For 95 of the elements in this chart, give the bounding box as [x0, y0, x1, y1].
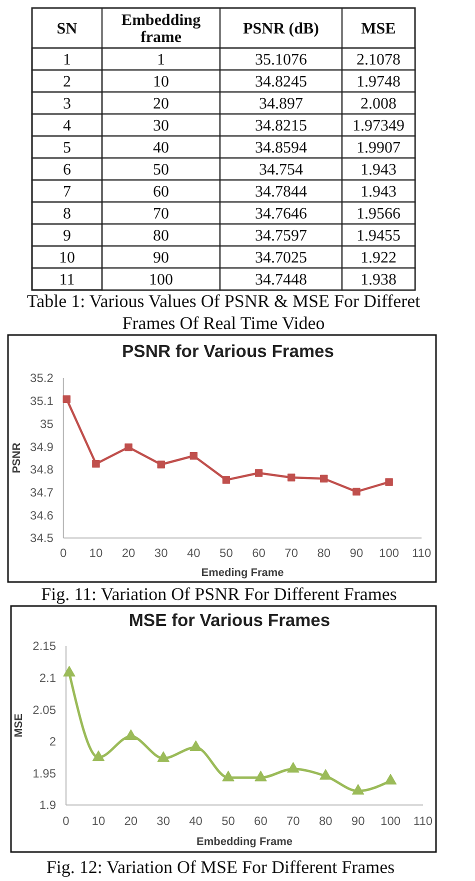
y-axis-title: SN	[56, 20, 78, 38]
x-tick-label: 80	[317, 546, 331, 560]
y-tick-label: 35.1	[30, 394, 54, 408]
x-tick-label: 110	[413, 814, 433, 828]
x-tick-label: 60	[252, 546, 266, 560]
x-tick-label: 70	[284, 546, 298, 560]
caption: Fig. 11: Variation Of PSNR For Different Frames	[41, 584, 397, 604]
y-axis-title: PSNR	[11, 442, 23, 474]
data-label: 1.938	[360, 272, 396, 288]
x-tick-label: 90	[351, 814, 366, 828]
x-axis-title: Embedding Frame	[196, 836, 292, 848]
data-label: 1.922	[360, 250, 396, 266]
y-tick-label: 35	[40, 416, 54, 431]
caption: Fig. 12: Variation Of MSE For Different Frames	[46, 857, 395, 877]
data-label: 2.008	[360, 96, 396, 112]
y-tick-label: 1.9	[39, 798, 56, 812]
data-label: 34.7025	[255, 250, 307, 266]
data-label: 34.7597	[255, 228, 307, 244]
y-tick-label: 34.9	[30, 440, 54, 454]
y-axis-title: MSE	[13, 714, 25, 738]
y-tick-label: 10	[59, 250, 75, 266]
data-label: 34.7844	[255, 184, 307, 200]
x-tick-label: 50	[222, 814, 236, 828]
y-tick-label: 8	[63, 206, 71, 222]
data-label: 1.9566	[356, 206, 400, 222]
data-label: 10	[153, 74, 169, 90]
data-label: 1.943	[360, 184, 396, 200]
data-label: 100	[149, 272, 173, 288]
y-tick-label: 1.95	[32, 766, 56, 780]
data-label: 1	[157, 52, 165, 68]
data-label: 34.8215	[255, 118, 307, 134]
x-tick-label: 80	[318, 814, 333, 828]
data-label: 34.897	[259, 96, 303, 112]
x-tick-label: 30	[156, 814, 170, 828]
data-label: 1.97349	[352, 118, 404, 134]
x-tick-label: 10	[89, 546, 103, 560]
x-axis-title: Emeding Frame	[201, 567, 284, 579]
data-label: 34.8594	[255, 140, 307, 156]
data-label: 35.1076	[255, 52, 307, 68]
data-label: 50	[153, 162, 169, 178]
x-tick-label: PSNR (dB)	[242, 20, 320, 38]
data-label: 20	[153, 96, 169, 112]
y-tick-label: 34.6	[30, 508, 54, 522]
y-tick-label: 34.5	[30, 531, 54, 546]
x-tick-label: 100	[380, 814, 401, 828]
data-label: 1.943	[360, 162, 396, 178]
x-tick-label: MSE	[361, 20, 396, 38]
data-label: 30	[153, 118, 169, 134]
x-tick-label: 0	[60, 546, 68, 560]
x-tick-label: 70	[286, 814, 300, 828]
y-tick-label: 35.2	[30, 371, 54, 386]
x-tick-label: 30	[154, 546, 168, 560]
data-label: 1.9748	[356, 74, 400, 90]
x-tick-label: 60	[254, 814, 268, 828]
y-tick-label: 2.05	[32, 702, 56, 717]
data-label: 34.7448	[255, 272, 307, 288]
data-label: 34.754	[259, 162, 303, 178]
chart-title: PSNR for Various Frames	[122, 341, 334, 361]
data-label: 60	[153, 184, 169, 200]
y-tick-label: 3	[63, 96, 71, 112]
x-tick-label: 50	[220, 546, 234, 560]
data-label: 80	[153, 228, 169, 244]
x-tick-label: 0	[62, 814, 70, 828]
chart-title: MSE for Various Frames	[128, 610, 330, 630]
y-tick-label: 1	[63, 52, 71, 68]
x-tick-label: 40	[189, 814, 203, 828]
y-tick-label: 11	[59, 272, 75, 288]
data-label: 1.9455	[356, 228, 400, 244]
data-label: 34.7646	[255, 206, 307, 222]
x-tick-label: 10	[92, 814, 106, 828]
y-tick-label: 7	[63, 184, 71, 200]
data-label: 2.1078	[356, 52, 400, 68]
y-tick-label: 5	[63, 140, 71, 156]
x-tick-label: 100	[379, 546, 400, 560]
y-tick-label: 6	[63, 162, 71, 178]
x-tick-label: 40	[186, 546, 201, 560]
annotation: Table 1: Various Values Of PSNR & MSE For Differet Frames Of Real Time Video	[26, 291, 420, 333]
x-tick-label: 20	[122, 546, 136, 560]
y-tick-label: 2	[49, 734, 56, 749]
data-label: 34.8245	[255, 74, 307, 90]
x-tick-label: Embedding frame	[121, 12, 201, 46]
data-label: 70	[153, 206, 169, 222]
y-tick-label: 2.15	[32, 639, 56, 654]
y-tick-label: 4	[63, 118, 71, 134]
x-tick-label: 110	[412, 546, 432, 560]
y-tick-label: 2.1	[39, 671, 56, 685]
y-tick-label: 9	[63, 228, 71, 244]
y-tick-label: 34.7	[30, 485, 54, 500]
x-tick-label: 20	[124, 814, 138, 828]
x-tick-label: 90	[350, 546, 364, 560]
y-tick-label: 2	[63, 74, 71, 90]
data-label: 1.9907	[356, 140, 400, 156]
y-tick-label: 34.8	[30, 462, 54, 477]
data-label: 40	[153, 140, 169, 156]
data-label: 90	[153, 250, 169, 266]
